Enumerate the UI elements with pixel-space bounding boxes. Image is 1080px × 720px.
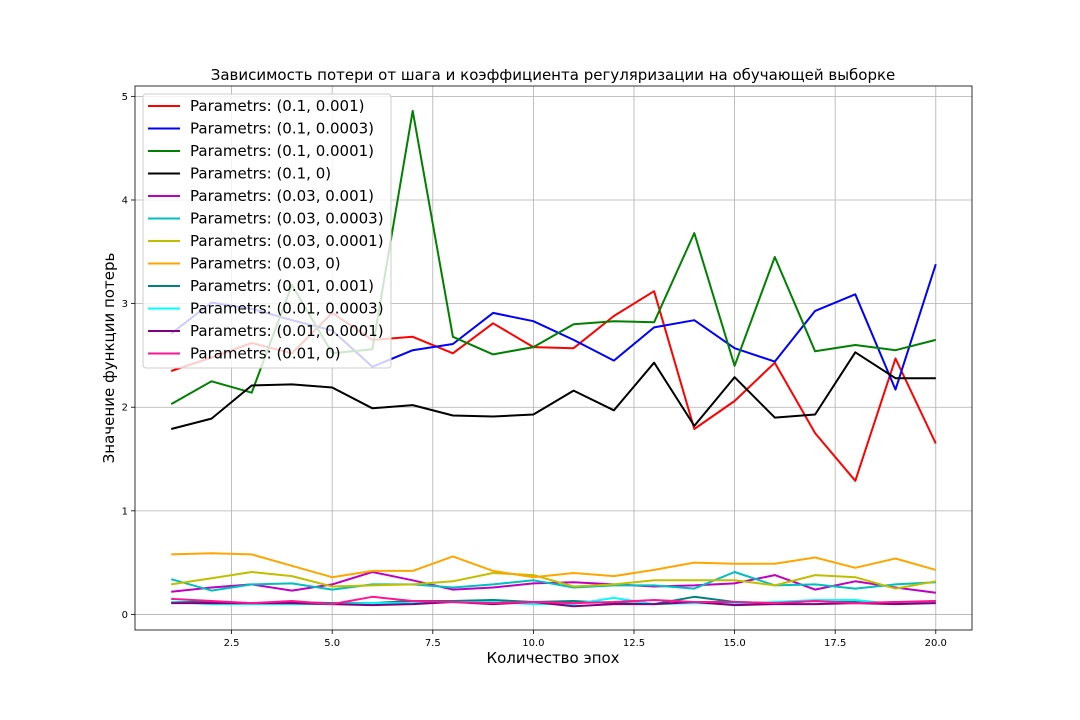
y-tick-label: 1: [122, 506, 128, 517]
y-tick-label: 0: [122, 610, 128, 621]
plot-frame: [134, 85, 973, 631]
axis-ticks: 2.5 5.0 7.5 10.0 12.5 15.0 17.5 20.0 0 1 2 3 4 5: [122, 92, 947, 649]
legend-label: Parametrs: (0.1, 0.001): [190, 97, 365, 115]
x-tick-label: 7.5: [425, 638, 441, 649]
legend-label: Parametrs: (0.01, 0.001): [190, 277, 374, 295]
y-tick-label: 5: [122, 92, 128, 103]
legend-label: Parametrs: (0.1, 0.0001): [190, 142, 374, 160]
legend-box: [142, 93, 392, 369]
y-tick-label: 3: [122, 299, 128, 310]
legend-label: Parametrs: (0.01, 0.0003): [190, 300, 384, 318]
chart-title: Зависимость потери от шага и коэффициент…: [211, 66, 896, 84]
legend-label: Parametrs: (0.03, 0): [190, 255, 341, 273]
legend-label: Parametrs: (0.01, 0.0001): [190, 322, 384, 340]
x-tick-label: 10.0: [522, 638, 544, 649]
y-tick-label: 2: [122, 403, 128, 414]
x-tick-label: 5.0: [324, 638, 340, 649]
series-line-12: [171, 595, 936, 606]
series-line-8: [171, 552, 937, 579]
legend-label: Parametrs: (0.03, 0.0003): [190, 210, 384, 228]
series-line-5: [171, 571, 936, 594]
x-tick-label: 12.5: [623, 638, 645, 649]
series-line-6: [170, 571, 936, 592]
x-tick-label: 2.5: [224, 638, 240, 649]
legend-label: Parametrs: (0.1, 0): [190, 165, 331, 183]
grid: [135, 86, 972, 630]
series-line-4: [170, 351, 936, 430]
y-tick-label: 4: [122, 195, 128, 206]
y-axis-label: Значение функции потерь: [100, 253, 118, 464]
x-tick-label: 20.0: [925, 638, 947, 649]
series-line-11: [171, 601, 936, 608]
legend-label: Parametrs: (0.01, 0): [190, 345, 341, 363]
series-line-7: [171, 571, 936, 590]
legend: Parametrs: (0.1, 0.001) Parametrs: (0.1, …: [142, 93, 392, 369]
x-tick-label: 15.0: [723, 638, 745, 649]
legend-label: Parametrs: (0.03, 0.001): [190, 187, 374, 205]
x-axis-label: Количество эпох: [486, 649, 619, 667]
x-tick-label: 17.5: [824, 638, 846, 649]
legend-label: Parametrs: (0.03, 0.0001): [190, 232, 384, 250]
legend-label: Parametrs: (0.1, 0.0003): [190, 120, 374, 138]
